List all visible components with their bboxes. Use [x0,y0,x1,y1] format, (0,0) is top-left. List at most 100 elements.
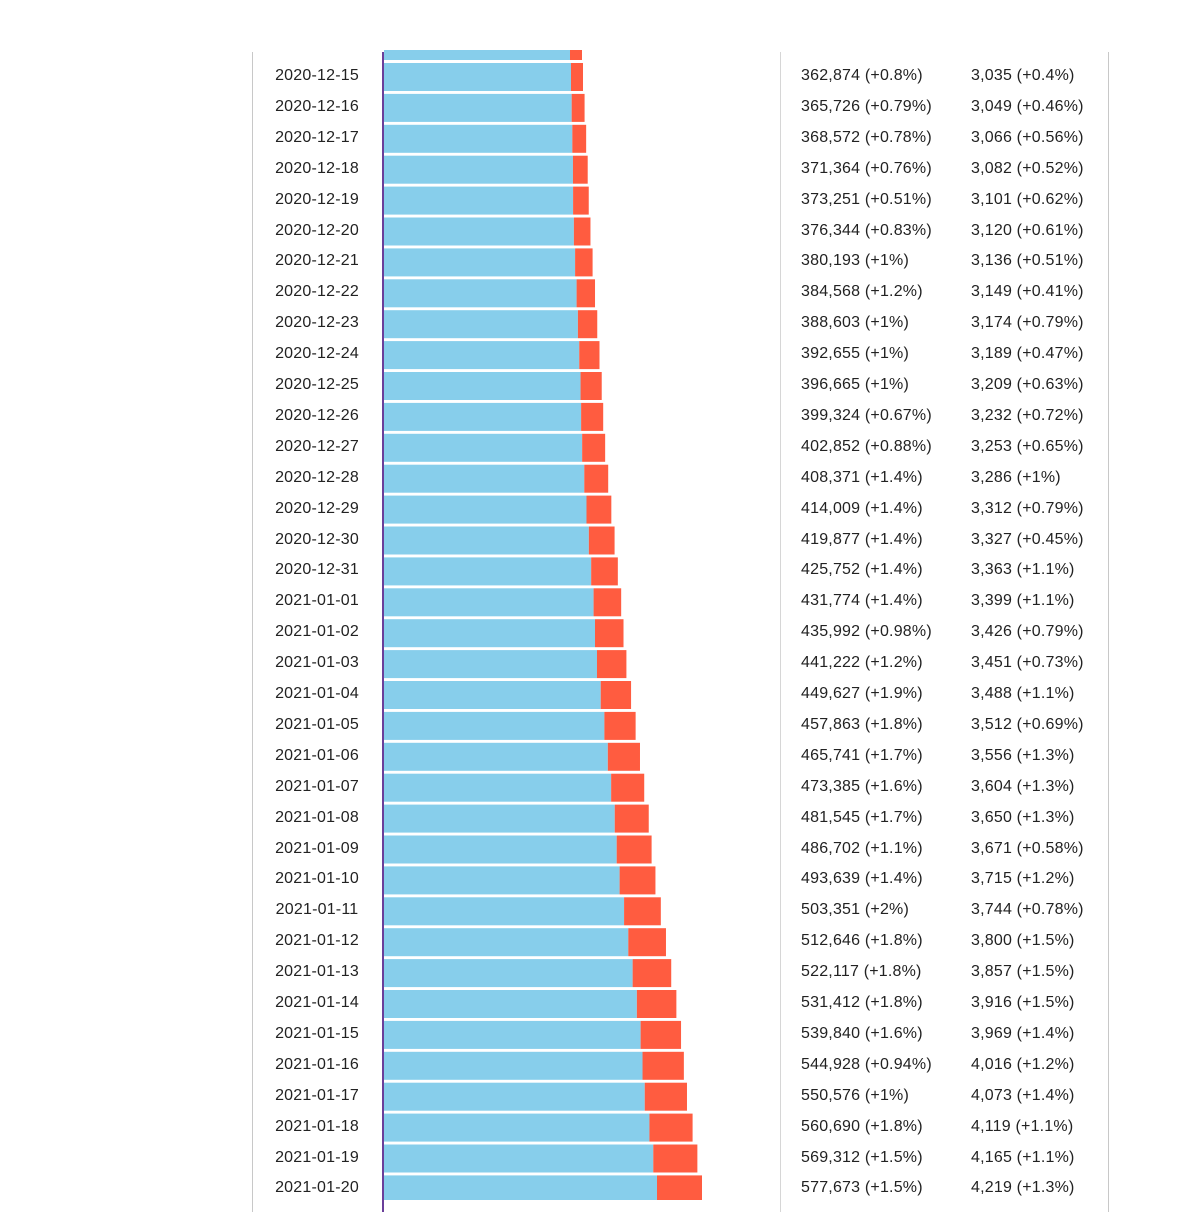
date-label: 2021-01-07 [275,777,359,795]
cases-value: 544,928 (+0.94%) [801,1055,932,1073]
cases-value: 486,702 (+1.1%) [801,839,923,857]
bar-active-partial [384,50,570,60]
bar-active [384,526,589,555]
date-label: 2021-01-06 [275,746,359,764]
date-label: 2020-12-19 [275,190,359,208]
date-label: 2020-12-17 [275,128,359,146]
bar-other [579,341,600,370]
bar-other [642,1051,684,1080]
cases-value: 539,840 (+1.6%) [801,1024,923,1042]
bar-active [384,897,625,926]
bar-active [384,928,629,957]
deaths-value: 3,399 (+1.1%) [971,592,1075,610]
bar-other [653,1144,698,1173]
date-label: 2020-12-26 [275,406,359,424]
date-label: 2020-12-24 [275,345,359,363]
cases-value: 449,627 (+1.9%) [801,685,923,702]
deaths-value: 3,174 (+0.79%) [971,314,1084,332]
bar-active [384,155,573,184]
cases-value: 408,371 (+1.4%) [801,468,923,486]
deaths-value: 4,219 (+1.3%) [971,1179,1075,1197]
bar-active [384,1113,650,1142]
bar-active [384,557,592,586]
bar-active [384,681,601,709]
cases-value: 384,568 (+1.2%) [801,283,923,301]
deaths-value: 3,426 (+0.79%) [971,623,1084,641]
bar-other [573,186,589,215]
deaths-value: 4,016 (+1.2%) [971,1055,1075,1073]
cases-value: 550,576 (+1%) [801,1086,910,1104]
bar-other [588,526,615,555]
bar-other [619,866,656,895]
date-label: 2021-01-05 [275,715,359,733]
date-label: 2021-01-12 [275,932,359,950]
date-label: 2020-12-25 [275,376,359,393]
bar-active [384,248,576,277]
cases-value: 441,222 (+1.2%) [801,654,923,672]
cases-value: 435,992 (+0.98%) [801,623,932,641]
bar-active [384,217,574,246]
bar-other [624,897,661,926]
bar-active [384,711,605,740]
bar-other [586,495,612,524]
bar-other [571,93,585,122]
bar-other [640,1020,682,1049]
bar-active [384,433,583,462]
cases-value: 392,655 (+1%) [801,345,910,363]
cases-value: 560,690 (+1.8%) [801,1117,923,1135]
cases-value: 569,312 (+1.5%) [801,1148,923,1166]
deaths-value: 3,209 (+0.63%) [971,376,1084,393]
bar-active [384,773,612,802]
bar-active [384,866,620,895]
date-label: 2021-01-09 [275,839,359,857]
date-label: 2021-01-08 [275,808,359,826]
bar-other [649,1113,693,1142]
bar-active [384,990,637,1018]
bar-active [384,1051,643,1080]
deaths-value: 3,286 (+1%) [971,468,1061,486]
deaths-value: 3,189 (+0.47%) [971,345,1084,363]
bar-other [611,773,645,802]
deaths-value: 3,800 (+1.5%) [971,932,1075,950]
cases-value: 399,324 (+0.67%) [801,406,932,424]
cases-value: 396,665 (+1%) [801,376,910,393]
date-label: 2021-01-03 [275,654,359,672]
deaths-value: 3,488 (+1.1%) [971,685,1075,702]
cases-value: 376,344 (+0.83%) [801,221,932,239]
deaths-value: 3,857 (+1.5%) [971,963,1075,981]
bar-other [616,835,652,864]
deaths-value: 3,451 (+0.73%) [971,654,1084,672]
date-label: 2021-01-11 [275,901,359,919]
deaths-value: 3,715 (+1.2%) [971,870,1075,888]
deaths-value: 3,035 (+0.4%) [971,67,1075,84]
deaths-value: 3,232 (+0.72%) [971,406,1084,424]
bar-other [572,124,587,153]
date-label: 2020-12-15 [275,67,359,84]
deaths-value: 3,604 (+1.3%) [971,777,1075,795]
bar-active [384,959,633,988]
bar-other [584,464,609,493]
deaths-value: 4,073 (+1.4%) [971,1086,1075,1104]
date-label: 2020-12-28 [275,468,359,486]
date-label: 2021-01-19 [275,1148,359,1166]
bar-active [384,1020,641,1049]
chart-frame [252,52,1109,1212]
bar-active [384,1175,657,1200]
bar-other [582,433,606,462]
column-divider [780,52,781,1212]
bar-other [604,711,636,740]
bar-other [581,402,604,431]
bar-active [384,93,572,122]
cases-value: 465,741 (+1.7%) [801,746,923,764]
bar-other [575,248,593,277]
bar-other [628,928,666,957]
bar-active [384,464,585,493]
date-label: 2020-12-23 [275,314,359,332]
bar-active [384,1082,645,1111]
date-label: 2021-01-17 [275,1086,359,1104]
cases-value: 522,117 (+1.8%) [801,963,922,981]
date-label: 2020-12-29 [275,499,359,517]
deaths-value: 3,082 (+0.52%) [971,159,1084,177]
cases-value: 503,351 (+2%) [801,901,910,919]
cases-value: 380,193 (+1%) [801,252,910,270]
